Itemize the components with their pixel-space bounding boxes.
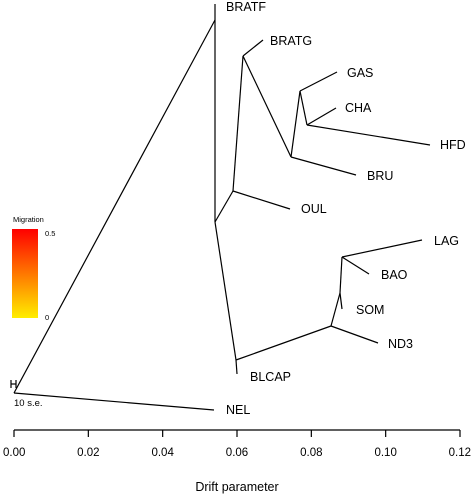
branch-root-nel — [13, 392, 215, 411]
leaf-label-cha: CHA — [345, 101, 372, 115]
leaf-label-hfd: HFD — [440, 138, 466, 152]
legend-color-ramp — [12, 229, 38, 318]
x-axis-tick-label: 0.08 — [300, 447, 322, 459]
branch-oul — [232, 190, 291, 210]
x-axis-tick-label: 0.06 — [226, 447, 248, 459]
legend-min-label: 0 — [45, 313, 49, 322]
x-axis-tick-label: 0.12 — [449, 447, 471, 459]
branch-inner-bottom — [235, 325, 332, 361]
leaf-label-gas: GAS — [347, 66, 373, 80]
branch-blcap — [235, 359, 238, 375]
leaf-label-som: SOM — [356, 303, 384, 317]
x-axis-tick-label: 0.02 — [77, 447, 99, 459]
branch-root-upper — [13, 19, 216, 394]
branch-node-upper — [214, 190, 234, 223]
branch-lag — [341, 239, 423, 258]
branch-nd3 — [330, 325, 379, 344]
x-axis-tick-label: 0.00 — [3, 447, 25, 459]
scale-bar: 10 s.e. — [10, 380, 43, 409]
leaf-label-nel: NEL — [226, 403, 250, 417]
branch-bru — [290, 156, 357, 176]
x-axis-tick-label: 0.10 — [374, 447, 396, 459]
leaf-label-bru: BRU — [367, 169, 393, 183]
leaf-label-lag: LAG — [434, 234, 459, 248]
legend-title-line1: Migration — [13, 215, 44, 224]
branch-inner-gas-cha-hfd — [290, 90, 301, 158]
x-axis-tick-label: 0.04 — [151, 447, 174, 459]
branch-inner-cha-hfd — [299, 90, 308, 126]
scale-bar-label: 10 s.e. — [14, 398, 43, 409]
x-axis: 0.00 0.02 0.04 0.06 0.08 0.10 0.12 Drift param… — [3, 429, 471, 494]
branch-bratg — [242, 39, 264, 57]
branch-bao — [341, 256, 370, 275]
branch-inner-lag-bao — [339, 256, 343, 294]
leaf-labels: BRATF BRATG GAS CHA HFD BRU OUL LAG BAO … — [226, 0, 466, 417]
migration-legend: Migration weight 0.5 0 — [12, 215, 55, 322]
branch-cha — [306, 107, 337, 126]
tree-branches — [13, 4, 431, 411]
branch-inner-gas-cha-hfd-bru — [242, 55, 292, 158]
branch-gas — [299, 71, 338, 92]
leaf-label-oul: OUL — [301, 202, 327, 216]
branch-hfd — [306, 124, 431, 146]
leaf-label-blcap: BLCAP — [250, 370, 291, 384]
branch-inner-lag-bao-som — [330, 292, 341, 327]
branch-inner-bratg — [232, 55, 244, 192]
legend-max-label: 0.5 — [45, 229, 55, 238]
branch-som — [339, 292, 343, 310]
x-axis-ticks — [13, 430, 461, 437]
x-axis-title: Drift parameter — [195, 480, 278, 494]
branch-node-lower — [214, 221, 237, 361]
leaf-label-bao: BAO — [381, 268, 408, 282]
x-axis-tick-labels: 0.00 0.02 0.04 0.06 0.08 0.10 0.12 — [3, 447, 471, 459]
leaf-label-bratf: BRATF — [226, 0, 266, 14]
leaf-label-bratg: BRATG — [270, 34, 312, 48]
leaf-label-nd3: ND3 — [388, 337, 413, 351]
